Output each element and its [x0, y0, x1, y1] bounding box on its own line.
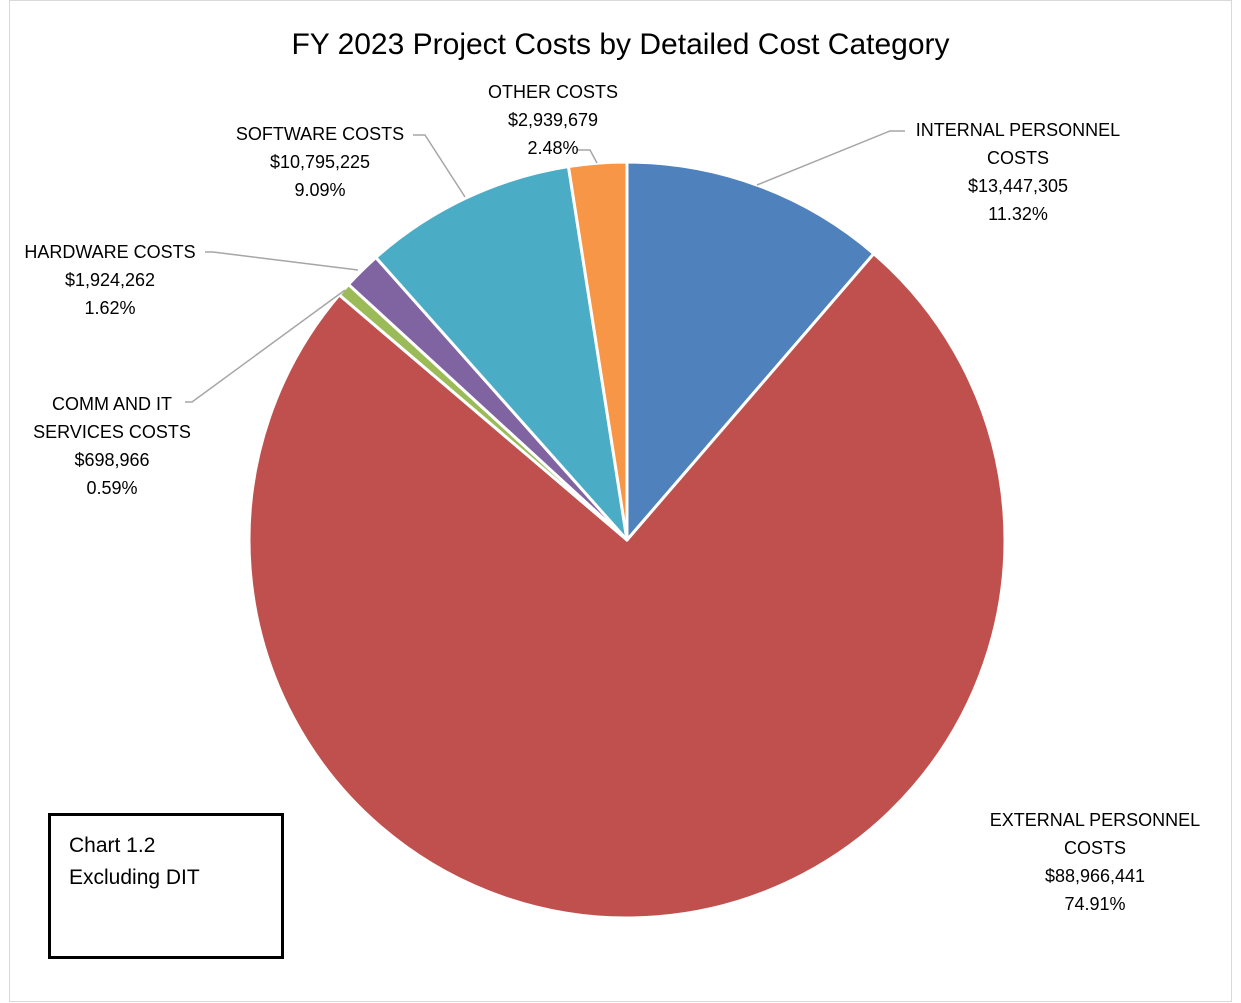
data-label: EXTERNAL PERSONNEL COSTS $88,966,441 74.91…	[965, 806, 1225, 918]
data-label: INTERNAL PERSONNEL COSTS $13,447,305 11.32…	[888, 116, 1148, 228]
leader-line	[756, 130, 905, 186]
pie-slice	[566, 160, 629, 542]
label-value: $2,939,679	[507, 110, 599, 130]
label-percent: 1.62%	[84, 298, 136, 318]
label-percent: 2.48%	[527, 138, 579, 158]
label-value: $88,966,441	[1044, 866, 1146, 886]
label-percent: 11.32%	[988, 204, 1048, 224]
label-value: $13,447,305	[967, 176, 1069, 196]
label-percent: 0.59%	[86, 478, 138, 498]
chart-border	[9, 0, 1232, 1002]
label-category: OTHER COSTS	[487, 82, 618, 102]
data-label: COMM AND IT SERVICES COSTS $698,966 0.59%	[22, 390, 202, 502]
label-value: $698,966	[74, 450, 150, 470]
chart-title: FY 2023 Project Costs by Detailed Cost C…	[291, 28, 950, 61]
leader-line	[185, 289, 346, 403]
label-category: INTERNAL PERSONNEL COSTS	[915, 120, 1121, 168]
leader-line	[205, 251, 359, 271]
data-label: HARDWARE COSTS $1,924,262 1.62%	[10, 238, 210, 322]
pie-slice	[247, 252, 1007, 920]
label-category: SOFTWARE COSTS	[235, 124, 405, 144]
pie-slice	[625, 160, 876, 542]
label-value: $1,924,262	[64, 270, 156, 290]
label-value: $10,795,225	[269, 152, 371, 172]
annotation-line: Chart 1.2	[69, 834, 156, 857]
data-label: OTHER COSTS $2,939,679 2.48%	[453, 78, 653, 162]
leader-line	[413, 134, 466, 198]
annotation-line: Excluding DIT	[69, 866, 200, 889]
label-category: COMM AND IT SERVICES COSTS	[33, 394, 191, 442]
data-label: SOFTWARE COSTS $10,795,225 9.09%	[220, 120, 420, 204]
annotation-box: Chart 1.2 Excluding DIT	[48, 813, 284, 959]
pie-slice	[374, 165, 629, 542]
label-percent: 74.91%	[1064, 894, 1126, 914]
label-category: HARDWARE COSTS	[24, 242, 196, 262]
label-percent: 9.09%	[294, 180, 346, 200]
leader-line	[577, 149, 598, 164]
label-category: EXTERNAL PERSONNEL COSTS	[989, 810, 1201, 858]
